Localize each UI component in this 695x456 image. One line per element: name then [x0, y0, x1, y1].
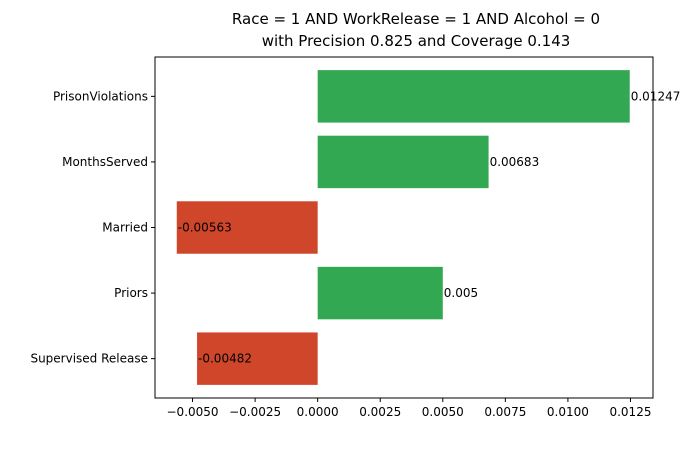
y-tick-label: Supervised Release: [30, 352, 148, 366]
x-tick-label: −0.0025: [229, 405, 281, 419]
x-tick-label: 0.0100: [547, 405, 589, 419]
bar-monthsserved: [317, 135, 489, 189]
chart-title-line-1: Race = 1 AND WorkRelease = 1 AND Alcohol…: [232, 10, 600, 28]
x-tick-label: 0.0125: [609, 405, 651, 419]
x-tick-label: 0.0075: [484, 405, 526, 419]
x-tick-label: 0.0025: [359, 405, 401, 419]
y-tick-label: PrisonViolations: [53, 89, 148, 103]
data-label: 0.01247: [631, 89, 681, 103]
bar-supervised-release: [197, 332, 318, 385]
data-label: -0.00563: [178, 221, 232, 235]
chart-title-line-2: with Precision 0.825 and Coverage 0.143: [262, 32, 571, 50]
bar-prisonviolations: [317, 70, 630, 123]
y-tick-label: Priors: [114, 286, 148, 300]
data-label: 0.00683: [490, 155, 540, 169]
bar-priors: [317, 266, 443, 320]
x-tick-label: 0.0050: [422, 405, 464, 419]
data-label: 0.005: [444, 286, 478, 300]
bar-married: [176, 201, 318, 254]
x-tick-label: 0.0000: [297, 405, 339, 419]
data-label: -0.00482: [198, 352, 252, 366]
x-tick-label: −0.0050: [167, 405, 219, 419]
plot-area: 0.01247 PrisonViolations 0.00683 MonthsServ…: [30, 56, 681, 419]
y-tick-label: MonthsServed: [62, 155, 148, 169]
y-tick-label: Married: [102, 221, 148, 235]
axes-frame: [154, 56, 654, 399]
